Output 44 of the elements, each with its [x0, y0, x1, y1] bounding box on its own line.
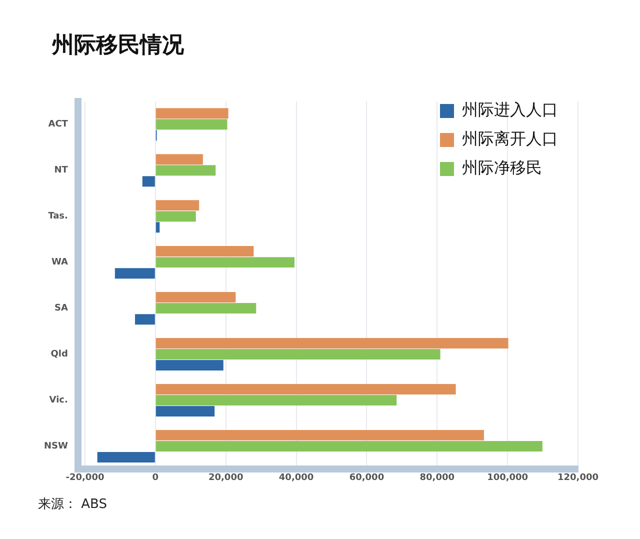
bar	[156, 211, 196, 222]
chart-title: 州际移民情况	[52, 32, 184, 60]
y-tick-label: NT	[54, 166, 69, 176]
y-tick-label: Qld	[50, 350, 68, 360]
bar	[156, 384, 456, 394]
x-tick-label: 40,000	[278, 472, 314, 483]
legend-label: 州际离开人口	[462, 129, 558, 150]
bar	[156, 154, 203, 165]
bar	[156, 338, 508, 348]
bar	[156, 303, 256, 314]
y-tick-label: Tas.	[48, 212, 68, 222]
y-tick-label: WA	[51, 258, 68, 268]
x-tick-label: 100,000	[487, 472, 528, 483]
y-tick-label: SA	[54, 304, 68, 314]
bar	[134, 314, 155, 325]
bar	[156, 440, 542, 452]
bar	[156, 246, 254, 257]
bar	[142, 176, 155, 187]
y-tick-label: NSW	[44, 442, 68, 452]
y-tick-label: Vic.	[49, 396, 68, 406]
bar	[156, 119, 228, 130]
x-tick-label: 0	[152, 472, 159, 483]
x-tick-label: 20,000	[208, 472, 244, 483]
source-note: 来源： ABS	[38, 496, 107, 513]
bar	[156, 222, 160, 233]
bar	[114, 268, 155, 279]
bar	[156, 257, 295, 268]
bar	[156, 292, 236, 302]
bar	[156, 394, 397, 406]
bar	[156, 430, 484, 440]
legend-label: 州际进入人口	[462, 100, 558, 121]
bar	[156, 406, 215, 417]
bar	[156, 200, 200, 211]
x-tick-label: 60,000	[349, 472, 384, 483]
bar	[156, 349, 440, 360]
x-tick-label: -20,000	[66, 472, 104, 483]
y-tick-label: ACT	[48, 120, 69, 130]
bar	[97, 452, 155, 462]
x-tick-label: 120,000	[558, 472, 598, 483]
x-tick-label: 80,000	[420, 472, 455, 483]
bar	[156, 108, 228, 119]
bar	[156, 360, 224, 371]
legend-label: 州际净移民	[462, 158, 542, 179]
bar	[156, 165, 216, 176]
